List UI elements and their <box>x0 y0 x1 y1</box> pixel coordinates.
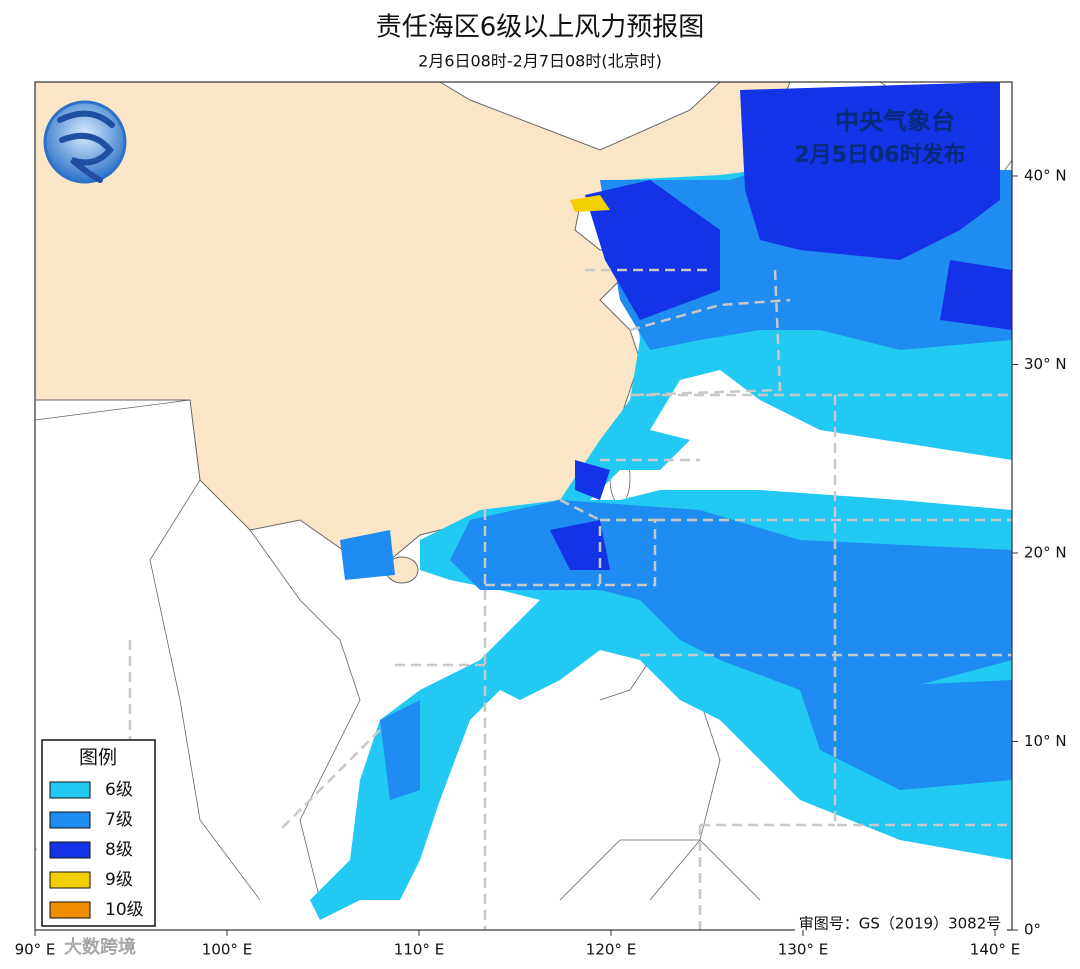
issue-time: 2月5日06时发布 <box>794 142 965 168</box>
map-area <box>35 82 1012 930</box>
lon-tick-label: 100° E <box>202 941 252 959</box>
wind-areas <box>310 82 1012 920</box>
legend-swatch <box>49 781 91 799</box>
lon-tick-label: 90° E <box>15 941 56 959</box>
wind-area-7 <box>800 680 1012 790</box>
wind-area-7 <box>380 700 420 800</box>
legend-label: 9级 <box>105 870 133 890</box>
wind-area-8 <box>575 460 610 500</box>
legend-box <box>41 739 156 927</box>
map-frame <box>34 81 1013 931</box>
legend-label: 6级 <box>105 780 133 800</box>
wind-area-8 <box>740 82 1000 260</box>
lon-tick-label: 110° E <box>394 941 444 959</box>
watermark: 大数跨境 <box>64 937 136 958</box>
subtitle: 2月6日08时-2月7日08时(北京时) <box>418 52 662 71</box>
wind-area-7 <box>340 530 395 580</box>
approval-bg <box>795 913 1007 935</box>
legend-label: 7级 <box>105 810 133 830</box>
legend-swatch <box>49 871 91 889</box>
wind-area-8 <box>585 180 720 320</box>
lon-tick-label: 140° E <box>970 941 1020 959</box>
legend: 图例 6级 7级 8级 9级 10级 <box>41 739 156 927</box>
lon-tick-label: 130° E <box>778 941 828 959</box>
map-approval: 审图号：GS（2019）3082号 <box>799 915 1002 933</box>
lon-tick-label: 120° E <box>586 941 636 959</box>
wind-area-9 <box>570 195 610 212</box>
lat-tick-label: 10° N <box>1024 732 1067 750</box>
wind-area-8 <box>550 520 610 570</box>
legend-swatch <box>49 901 91 919</box>
lat-tick-label: 0° <box>1024 921 1041 939</box>
logo <box>43 100 127 184</box>
legend-swatch <box>49 811 91 829</box>
legend-title: 图例 <box>79 747 117 769</box>
lat-tick-label: 20° N <box>1024 544 1067 562</box>
lat-tick-label: 30° N <box>1024 355 1067 373</box>
sea-area-boundaries <box>35 268 1012 930</box>
lat-tick-label: 40° N <box>1024 167 1067 185</box>
legend-label: 10级 <box>105 900 144 920</box>
legend-label: 8级 <box>105 840 133 860</box>
legend-swatch <box>49 841 91 859</box>
title: 责任海区6级以上风力预报图 <box>376 13 705 43</box>
wind-area-8 <box>940 260 1012 330</box>
issuer: 中央气象台 <box>835 107 955 135</box>
